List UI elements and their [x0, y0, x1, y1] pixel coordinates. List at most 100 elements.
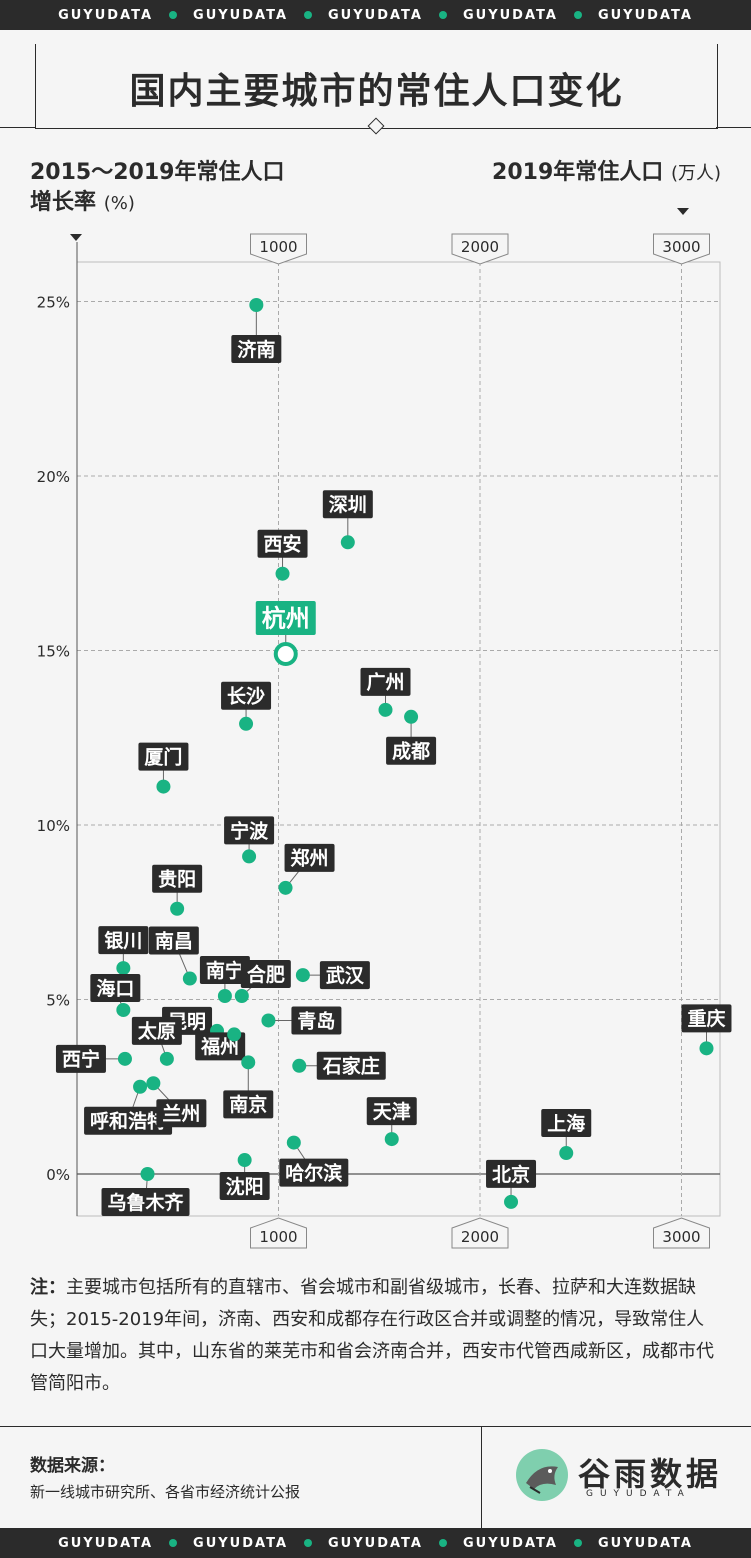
point-label: 贵阳 [158, 869, 196, 891]
point-label: 郑州 [291, 848, 329, 870]
point-label: 福州 [200, 1035, 239, 1058]
point-label: 沈阳 [226, 1175, 264, 1198]
point-label-bg [257, 529, 308, 558]
point-label-bg [319, 961, 370, 990]
point-label: 西安 [264, 533, 302, 556]
point-label: 深圳 [329, 493, 367, 516]
data-point [159, 1051, 174, 1066]
x-tick-badge [653, 1217, 710, 1249]
point-label: 杭州 [262, 605, 310, 633]
bottom-brand-band: GUYUDATA GUYUDATA GUYUDATA GUYUDATA GUYU… [0, 1528, 751, 1558]
data-point [292, 1058, 307, 1073]
brand-sub: GUYUDATA [586, 1489, 691, 1499]
point-label-bg [279, 1158, 349, 1187]
point-label: 成都 [392, 740, 430, 763]
data-point [234, 989, 249, 1004]
band-text: GUYUDATA [193, 1535, 289, 1551]
data-point [278, 880, 293, 895]
x-label: 2019年常住人口 [492, 160, 664, 185]
data-point [146, 1076, 161, 1091]
point-label: 哈尔滨 [285, 1161, 342, 1184]
source-label: 数据来源： [30, 1456, 115, 1476]
source-text: 新一线城市研究所、各省市经济统计公报 [30, 1483, 301, 1501]
point-label-bg [223, 1090, 274, 1119]
note-label: 注： [30, 1277, 66, 1298]
band-text: GUYUDATA [58, 7, 154, 23]
band-text: GUYUDATA [58, 1535, 154, 1551]
point-label: 上海 [547, 1112, 585, 1135]
point-label-bg [322, 490, 373, 519]
point-label: 南昌 [155, 930, 193, 952]
point-label: 呼和浩特 [90, 1110, 166, 1133]
point-label: 青岛 [297, 1009, 335, 1032]
point-label-bg [231, 334, 282, 363]
band-text: GUYUDATA [597, 1535, 693, 1551]
y-axis-legend: 2015～2019年常住人口 增长率 (%) [30, 158, 284, 219]
x-tick-badge [451, 1217, 509, 1249]
point-label: 长沙 [227, 686, 265, 708]
data-point [504, 1194, 519, 1209]
data-point [116, 961, 131, 976]
y-tick-label: 20% [37, 468, 70, 486]
x-tick-label: 3000 [662, 1228, 700, 1246]
data-point [239, 716, 254, 731]
point-label: 济南 [237, 338, 275, 361]
bird-logo-icon [516, 1449, 568, 1501]
band-text: GUYUDATA [328, 7, 423, 23]
x-tick-label: 3000 [662, 238, 700, 256]
data-point [384, 1132, 399, 1147]
x-axis-legend: 2019年常住人口 (万人) [492, 158, 721, 189]
point-label-bg [156, 1099, 207, 1128]
data-point [217, 989, 232, 1004]
data-point [699, 1041, 714, 1056]
point-label-bg [541, 1109, 592, 1138]
point-label-bg [316, 1051, 386, 1080]
point-label-bg [386, 736, 437, 765]
band-text: GUYUDATA [462, 7, 558, 23]
point-label: 西宁 [62, 1048, 100, 1071]
data-point [340, 535, 355, 550]
point-label: 武汉 [326, 965, 365, 987]
point-label: 广州 [366, 671, 404, 694]
footer-divider [481, 1427, 482, 1529]
x-axis-arrow-icon [677, 208, 689, 215]
point-label: 南宁 [206, 959, 244, 982]
y-axis-arrow-icon [70, 234, 82, 241]
point-label-bg [199, 956, 250, 985]
point-label: 石家庄 [322, 1055, 380, 1078]
footer: 数据来源： 新一线城市研究所、各省市经济统计公报 谷雨数据 GUYUDATA [0, 1426, 751, 1529]
point-label-bg [681, 1004, 732, 1033]
divider [0, 127, 35, 128]
data-point [237, 1153, 252, 1168]
y-unit: (%) [103, 193, 135, 214]
data-point [242, 849, 257, 864]
footnote: 注：主要城市包括所有的直辖市、省会城市和副省级城市，长春、拉萨和大连数据缺失；2… [30, 1272, 722, 1400]
point-label-bg [291, 1006, 342, 1035]
point-label: 合肥 [247, 963, 285, 986]
data-point [116, 1002, 131, 1017]
y-tick-label: 10% [37, 817, 70, 835]
point-label-bg [284, 843, 335, 872]
x-tick-badge [451, 233, 509, 265]
highlight-point [273, 641, 298, 666]
point-label-bg [486, 1159, 537, 1188]
point-label-bg [224, 816, 275, 845]
point-label: 南京 [229, 1093, 267, 1116]
point-label-bg [90, 973, 141, 1002]
data-point [404, 709, 419, 724]
point-label-bg [138, 742, 189, 771]
point-label: 重庆 [687, 1007, 725, 1030]
data-point [182, 971, 197, 986]
y-tick-label: 0% [46, 1166, 70, 1184]
point-label: 海口 [96, 977, 134, 1000]
data-point [156, 779, 171, 794]
data-point [378, 702, 393, 717]
point-label-bg [240, 960, 291, 989]
point-label-bg [84, 1106, 173, 1135]
point-label: 宁波 [230, 819, 269, 842]
x-tick-badge [250, 1217, 307, 1249]
x-tick-badge [653, 233, 710, 265]
point-label-bg [221, 681, 272, 710]
point-label-bg [148, 926, 199, 955]
note-text: 主要城市包括所有的直辖市、省会城市和副省级城市，长春、拉萨和大连数据缺失；201… [30, 1277, 714, 1394]
